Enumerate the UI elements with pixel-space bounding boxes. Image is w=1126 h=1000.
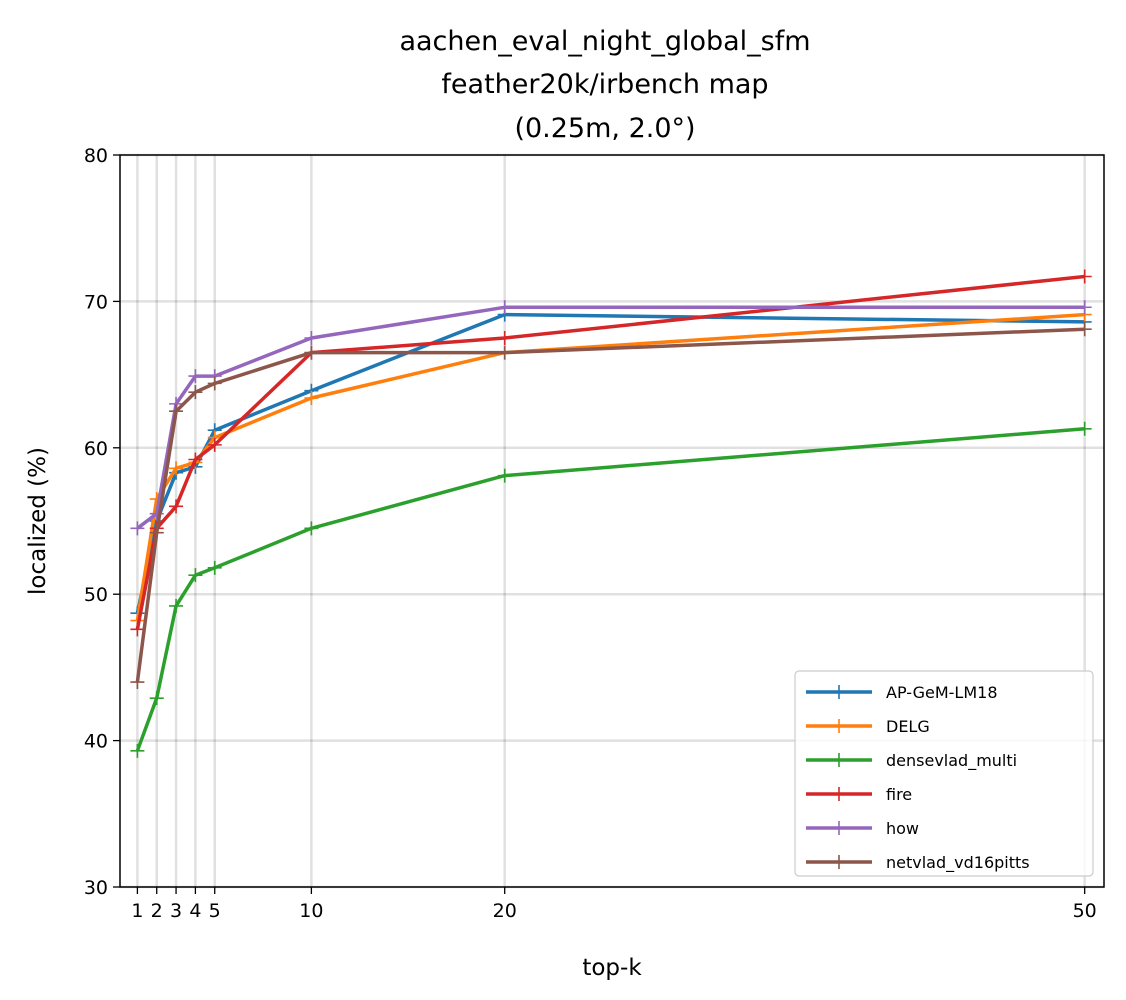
x-axis-label: top-k [582,955,642,981]
data-point-marker [130,521,145,536]
data-point-marker [304,331,319,345]
x-tick-label: 5 [209,900,221,922]
series-AP-GeM-LM18 [130,307,1092,621]
plot-frame [119,154,1105,888]
x-tick-label: 50 [1073,900,1097,922]
series-line [135,312,1085,614]
axis-ticks: 1 2 3 4 5 10 20 50 30 40 50 60 70 80 [84,145,1097,922]
series-netvlad_vd16pitts [130,322,1092,690]
data-point-marker [497,300,512,315]
legend-item: fire [806,785,912,804]
legend-label: netvlad_vd16pitts [886,853,1030,873]
legend-marker [832,821,846,835]
x-tick-label: 10 [299,900,323,922]
legend-item: netvlad_vd16pitts [806,853,1030,873]
data-point-marker [304,521,319,536]
series-line [136,305,1085,530]
data-point-marker [130,743,145,758]
data-point-marker [188,385,203,400]
data-point-marker [169,598,184,613]
legend-marker [832,787,846,801]
data-point-marker [497,331,512,345]
series-line [135,274,1085,630]
data-point-marker [130,622,145,637]
y-tick-label: 50 [84,584,108,606]
y-tick-label: 40 [84,731,108,753]
y-tick-label: 70 [84,291,108,313]
legend-label: densevlad_multi [886,751,1017,771]
data-point-marker [207,437,222,452]
legend-label: DELG [886,717,930,736]
data-point-marker [169,404,184,419]
series-layer [130,269,1092,758]
series-line [135,427,1085,752]
chart-title: aachen_eval_night_global_sfm feather20k/… [399,26,810,144]
data-point-marker [130,675,145,690]
chart-title-line-3: (0.25m, 2.0°) [514,113,695,144]
legend-label: fire [886,785,912,804]
data-point-marker [169,461,184,476]
data-point-marker [304,391,319,406]
legend-marker [832,753,846,767]
legend-box [794,670,1094,877]
legend-marker [832,719,846,733]
data-point-marker [1077,322,1092,337]
x-tick-label: 2 [151,900,163,922]
legend-item: how [806,819,919,838]
y-tick-label: 80 [84,145,108,167]
x-tick-label: 4 [189,900,201,922]
chart-title-line-2: feather20k/irbench map [441,69,768,100]
legend-item: densevlad_multi [806,751,1017,771]
data-point-marker [207,376,222,391]
data-point-marker [1077,421,1092,436]
y-axis-label: localized (%) [25,447,51,595]
x-tick-label: 1 [131,900,143,922]
legend-label: AP-GeM-LM18 [886,683,998,702]
y-tick-label: 30 [84,877,108,899]
y-tick-label: 60 [84,438,108,460]
data-point-marker [1077,300,1092,315]
data-point-marker [169,499,184,514]
legend-item: AP-GeM-LM18 [806,683,998,702]
series-line [135,327,1085,683]
legend-label: how [886,819,919,838]
data-point-marker [497,468,512,483]
data-point-marker [188,452,203,467]
data-point-marker [188,369,203,384]
data-point-marker [207,560,222,575]
x-tick-label: 20 [493,900,517,922]
legend-marker [832,855,846,869]
data-point-marker [497,345,512,360]
data-point-marker [149,691,164,706]
legend-item: DELG [806,717,930,736]
chart-title-line-1: aachen_eval_night_global_sfm [399,26,810,57]
data-point-marker [188,568,203,583]
data-point-marker [304,345,319,360]
data-point-marker [149,525,164,540]
series-how [130,300,1092,536]
legend-marker [832,685,846,699]
data-point-marker [1077,269,1092,284]
series-densevlad_multi [130,421,1092,758]
x-tick-label: 3 [170,900,182,922]
